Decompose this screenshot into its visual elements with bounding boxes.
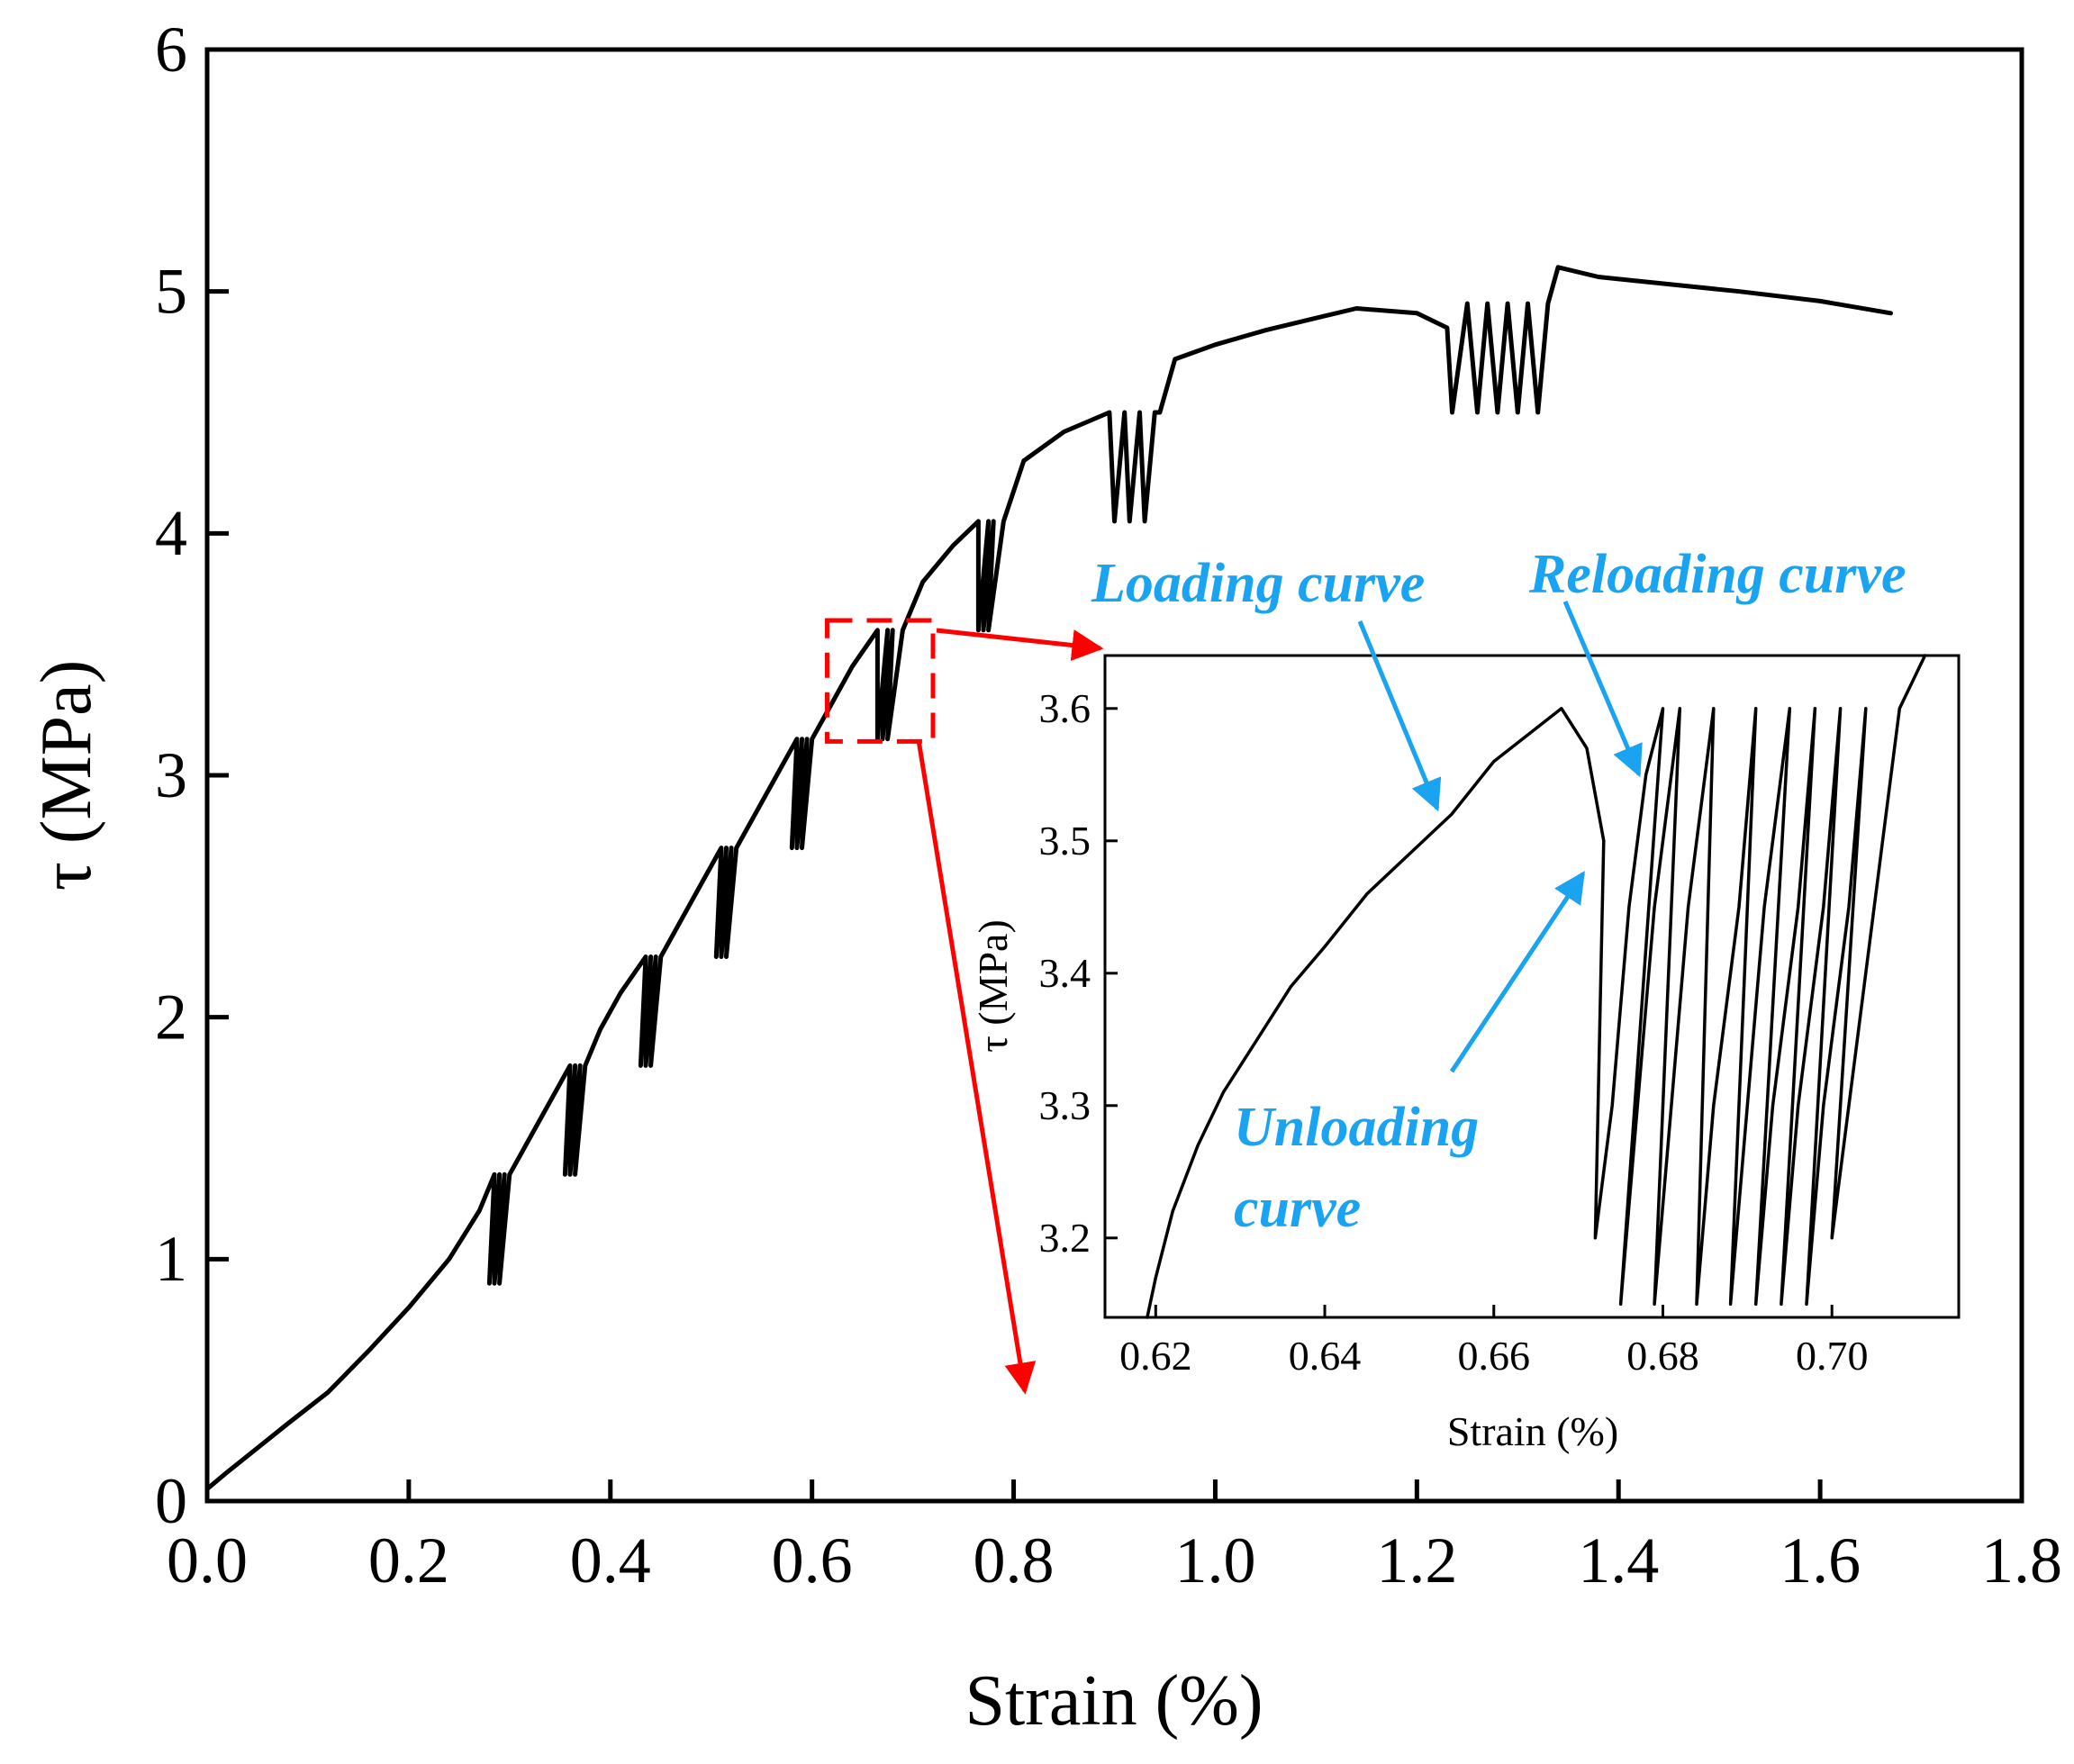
inset-x-ticks: 0.62 0.64 0.66 0.68 0.70 <box>1119 1305 1868 1379</box>
main-x-tick-label: 0.2 <box>368 1524 449 1597</box>
main-y-ticks: 0 1 2 3 4 5 6 <box>155 14 229 1537</box>
loading-curve-arrow <box>1357 620 1442 812</box>
inset-x-tick-label: 0.62 <box>1119 1333 1192 1379</box>
main-x-tick-label: 0.0 <box>167 1524 248 1597</box>
main-x-axis-title: Strain (%) <box>965 1661 1263 1741</box>
main-y-tick-label: 4 <box>155 497 187 569</box>
main-x-tick-label: 0.6 <box>772 1524 853 1597</box>
main-y-tick-label: 1 <box>155 1223 187 1295</box>
main-y-axis-title: τ (MPa) <box>27 660 106 891</box>
main-curve-layer <box>204 265 1893 1492</box>
main-y-tick-label: 0 <box>155 1465 187 1537</box>
inset-y-tick-label: 3.6 <box>1039 685 1091 731</box>
inset-y-axis-title: τ (MPa) <box>970 919 1016 1053</box>
inset-y-tick-label: 3.4 <box>1039 950 1091 996</box>
inset-x-axis-title: Strain (%) <box>1447 1408 1618 1454</box>
main-y-tick-label: 5 <box>155 255 187 327</box>
inset-series-line <box>1146 654 1927 1319</box>
inset-background <box>1105 656 1959 1317</box>
unloading-curve-label-line2: curve <box>1234 1178 1361 1239</box>
inset-y-ticks: 3.2 3.3 3.4 3.5 3.6 <box>1039 685 1118 1261</box>
unloading-curve-arrow <box>1449 871 1586 1073</box>
main-x-ticks: 0.0 0.2 0.4 0.6 0.8 1.0 1.2 1.4 1.6 1.8 <box>167 1479 2062 1597</box>
zoom-arrow-down <box>916 739 1037 1395</box>
zoom-box <box>824 618 936 744</box>
main-plot: 0.0 0.2 0.4 0.6 0.8 1.0 1.2 1.4 1.6 1.8 0 1 2 3 4 5 6 S… <box>27 14 2062 1741</box>
main-y-tick-label: 2 <box>155 981 187 1053</box>
inset-x-tick-label: 0.64 <box>1289 1333 1362 1379</box>
main-x-tick-label: 1.2 <box>1376 1524 1457 1597</box>
unloading-curve-label-line1: Unloading <box>1234 1097 1479 1158</box>
main-x-tick-label: 1.4 <box>1578 1524 1659 1597</box>
annotations: Loading curve Reloading curve Unloading … <box>1091 544 1906 1239</box>
main-series-line <box>204 265 1893 1492</box>
main-x-tick-label: 1.6 <box>1780 1524 1861 1597</box>
inset-curve-layer <box>1146 654 1927 1319</box>
main-y-tick-label: 6 <box>155 14 187 86</box>
reloading-curve-label: Reloading curve <box>1528 544 1906 605</box>
main-x-tick-label: 1.8 <box>1981 1524 2062 1597</box>
inset-x-tick-label: 0.68 <box>1626 1333 1699 1379</box>
loading-curve-label: Loading curve <box>1091 553 1425 614</box>
inset-y-tick-label: 3.3 <box>1039 1082 1091 1128</box>
main-y-tick-label: 3 <box>155 739 187 811</box>
inset-y-tick-label: 3.5 <box>1039 818 1091 864</box>
inset-plot-frame <box>1103 654 1961 1319</box>
inset-y-tick-label: 3.2 <box>1039 1215 1091 1261</box>
inset-x-tick-label: 0.70 <box>1796 1333 1869 1379</box>
main-x-tick-label: 0.8 <box>974 1524 1055 1597</box>
main-x-tick-label: 0.4 <box>570 1524 651 1597</box>
inset-plot: 0.62 0.64 0.66 0.68 0.70 3.2 3.3 3.4 3.5 3.6 Str… <box>970 654 1961 1454</box>
inset-x-tick-label: 0.66 <box>1458 1333 1531 1379</box>
zoom-arrow-to-inset <box>936 628 1104 661</box>
main-x-tick-label: 1.0 <box>1174 1524 1255 1597</box>
reloading-curve-arrow <box>1562 601 1643 778</box>
